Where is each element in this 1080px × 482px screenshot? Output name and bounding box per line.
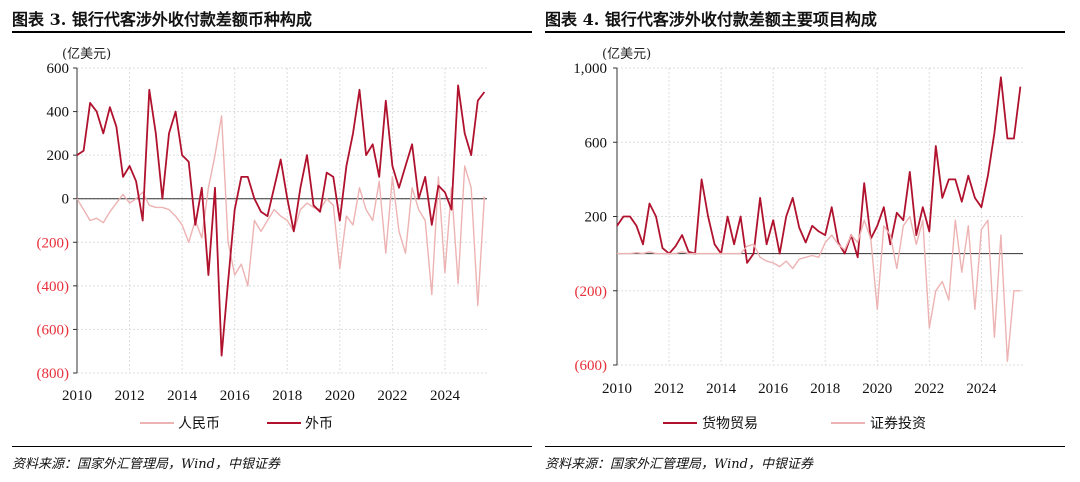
- y-tick-label: 200: [585, 210, 608, 226]
- y-tick-label: (800): [37, 366, 70, 382]
- y-tick-label: 200: [47, 148, 70, 164]
- y-axis-unit: (亿美元): [602, 47, 651, 62]
- x-tick-label: 2024: [430, 388, 461, 404]
- x-tick-label: 2012: [115, 388, 145, 404]
- series-line-货物贸易: [616, 76, 1022, 264]
- currency-composition-chart: (亿美元)600 400 200 0 (200) (400) (600) (800) 2010 2…: [37, 47, 487, 432]
- x-tick-label: 2014: [167, 388, 198, 404]
- y-tick-label: 1,000: [573, 61, 607, 77]
- x-tick-label: 2022: [914, 381, 944, 397]
- x-tick-label: 2024: [966, 381, 997, 397]
- series-line-证券投资: [617, 215, 1021, 362]
- left-panel: 图表 3. 银行代客涉外收付款差额币种构成 (亿美元) 600 400 200 0 (20…: [12, 0, 532, 482]
- x-tick-label: 2022: [377, 388, 407, 404]
- y-tick-label: 0: [62, 192, 70, 208]
- x-tick-label: 2020: [325, 388, 355, 404]
- legend-label: 证券投资: [870, 416, 926, 432]
- source-rule: [12, 446, 532, 447]
- x-tick-label: 2020: [862, 381, 892, 397]
- series-line-人民币: [76, 115, 486, 307]
- y-tick-label: (600): [575, 358, 608, 374]
- y-tick-label: 400: [47, 105, 70, 121]
- title-rule: [545, 31, 1065, 33]
- item-composition-chart: (亿美元)1,000 600 200 (200) (600) 2010 2012 2014 20…: [573, 47, 1023, 432]
- legend-label: 外币: [305, 416, 333, 432]
- y-tick-label: (200): [575, 284, 608, 300]
- x-tick-label: 2016: [220, 388, 251, 404]
- x-tick-label: 2018: [810, 381, 840, 397]
- legend-label: 货物贸易: [702, 415, 758, 432]
- legend-label: 人民币: [178, 416, 220, 432]
- figure-3-title: 图表 3. 银行代客涉外收付款差额币种构成: [12, 10, 312, 29]
- figure-4-title: 图表 4. 银行代客涉外收付款差额主要项目构成: [545, 10, 877, 29]
- x-tick-label: 2010: [62, 388, 92, 404]
- x-tick-label: 2016: [758, 381, 789, 397]
- x-tick-label: 2010: [602, 381, 632, 397]
- y-tick-label: 600: [585, 135, 608, 151]
- x-tick-label: 2018: [272, 388, 302, 404]
- y-tick-label: 600: [47, 61, 70, 77]
- x-tick-label: 2014: [706, 381, 737, 397]
- source-rule: [545, 446, 1065, 447]
- title-rule: [12, 31, 532, 33]
- y-tick-label: (400): [37, 279, 70, 295]
- x-tick-label: 2012: [654, 381, 684, 397]
- figure-3-source: 资料来源：国家外汇管理局，Wind，中银证券: [12, 457, 280, 472]
- right-panel: 图表 4. 银行代客涉外收付款差额主要项目构成 (亿美元) 1,000 600 200…: [545, 0, 1065, 482]
- figure-4-source: 资料来源：国家外汇管理局，Wind，中银证券: [545, 457, 813, 472]
- y-axis-unit: (亿美元): [62, 47, 111, 62]
- y-tick-label: (600): [37, 322, 70, 338]
- y-tick-label: (200): [37, 235, 70, 251]
- series-line-外币: [76, 84, 486, 357]
